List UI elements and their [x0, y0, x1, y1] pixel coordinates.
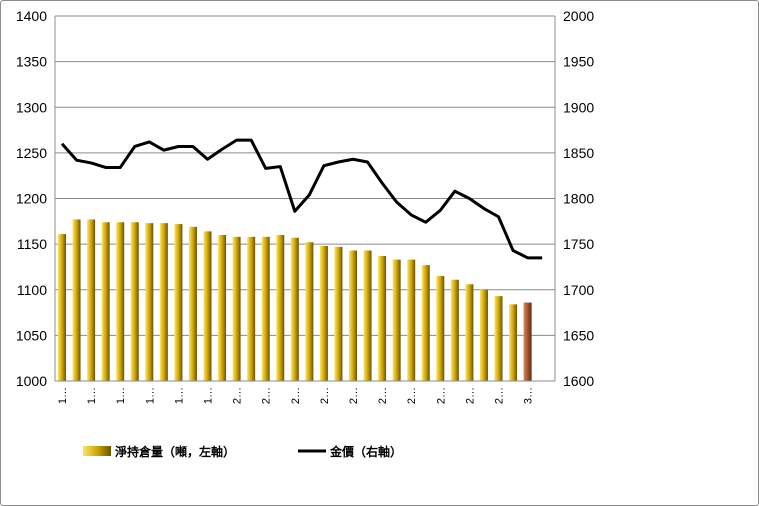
left-tick-label: 1100: [17, 282, 47, 298]
x-tick-label: 2…: [435, 387, 447, 404]
bar: [465, 284, 474, 381]
bar: [174, 224, 183, 381]
x-tick-label: 2…: [290, 387, 302, 404]
x-tick-label: 1…: [173, 387, 185, 404]
bar: [116, 222, 125, 381]
x-tick-label: 1…: [57, 387, 69, 404]
bar: [247, 236, 256, 381]
legend-label-line: 金價（右軸）: [329, 444, 402, 459]
right-tick-label: 1600: [563, 373, 594, 389]
bar: [145, 223, 154, 381]
x-tick-label: 2…: [494, 387, 506, 404]
x-tick-label: 2…: [464, 387, 476, 404]
bar: [436, 276, 445, 381]
bar: [349, 250, 357, 381]
x-tick-label: 2…: [261, 387, 273, 404]
bar: [319, 245, 328, 381]
gold-price-line: [60, 138, 543, 260]
bar: [378, 255, 387, 381]
bar: [334, 246, 343, 381]
left-tick-label: 1200: [16, 191, 47, 207]
legend-swatch-bars: [83, 446, 111, 456]
x-tick-label: 2…: [319, 387, 331, 404]
bar: [101, 222, 110, 381]
bar: [218, 235, 227, 381]
x-tick-label: 2…: [406, 387, 418, 404]
bar: [159, 223, 168, 381]
x-tick-label: 1…: [144, 387, 156, 404]
x-tick-label: 1…: [115, 387, 127, 404]
x-tick-label: 2…: [377, 387, 389, 404]
bar: [203, 231, 212, 381]
left-axis-ticks: 1400 1350 1300 1250 1200 1150 1100 1050 1000: [16, 8, 47, 389]
bar: [130, 222, 139, 381]
bar: [305, 242, 314, 381]
right-tick-label: 1950: [563, 54, 594, 70]
left-tick-label: 1300: [16, 99, 47, 115]
bar: [290, 237, 299, 381]
bar: [363, 250, 372, 381]
bar: [232, 236, 241, 381]
bar: [87, 219, 96, 381]
right-tick-label: 2000: [563, 8, 594, 24]
x-axis-ticks: 1… 1… 1… 1… 1… 1… 2… 2… 2… 2… 2… 2… 2… 2… 2… 2… 3…: [57, 387, 535, 404]
left-tick-label: 1150: [17, 236, 47, 252]
bar-series: [58, 219, 532, 381]
gridlines: [55, 15, 555, 336]
right-tick-label: 1700: [563, 282, 594, 298]
line-series: [60, 138, 543, 260]
right-tick-label: 1900: [563, 99, 594, 115]
x-tick-label: 2…: [232, 387, 244, 404]
left-tick-label: 1000: [16, 373, 47, 389]
bar: [72, 219, 81, 381]
left-tick-label: 1050: [16, 327, 47, 343]
legend: 淨持倉量（噸，左軸） 金價（右軸）: [83, 444, 402, 459]
bar: [421, 265, 430, 381]
right-tick-label: 1850: [563, 145, 594, 161]
bar: [479, 289, 488, 381]
bar: [494, 296, 503, 381]
bar: [407, 259, 416, 381]
bar: [188, 226, 197, 381]
x-tick-label: 2…: [348, 387, 360, 404]
right-tick-label: 1750: [563, 236, 594, 252]
bar: [58, 234, 66, 381]
left-tick-label: 1400: [16, 8, 47, 24]
x-tick-label: 1…: [86, 387, 98, 404]
right-tick-label: 1650: [563, 327, 594, 343]
bar: [276, 235, 285, 381]
left-tick-label: 1350: [16, 54, 47, 70]
x-tick-label: 1…: [203, 387, 215, 404]
bar: [392, 259, 401, 381]
bar: [261, 236, 270, 381]
legend-label-bars: 淨持倉量（噸，左軸）: [114, 444, 235, 459]
axes: [54, 16, 556, 382]
left-tick-label: 1250: [16, 145, 47, 161]
right-tick-label: 1800: [563, 191, 594, 207]
bar: [509, 304, 518, 381]
right-axis-ticks: 2000 1950 1900 1850 1800 1750 1700 1650 1600: [563, 8, 594, 389]
x-tick-label: 3…: [523, 387, 535, 404]
bar: [523, 302, 532, 381]
bar: [450, 279, 459, 381]
